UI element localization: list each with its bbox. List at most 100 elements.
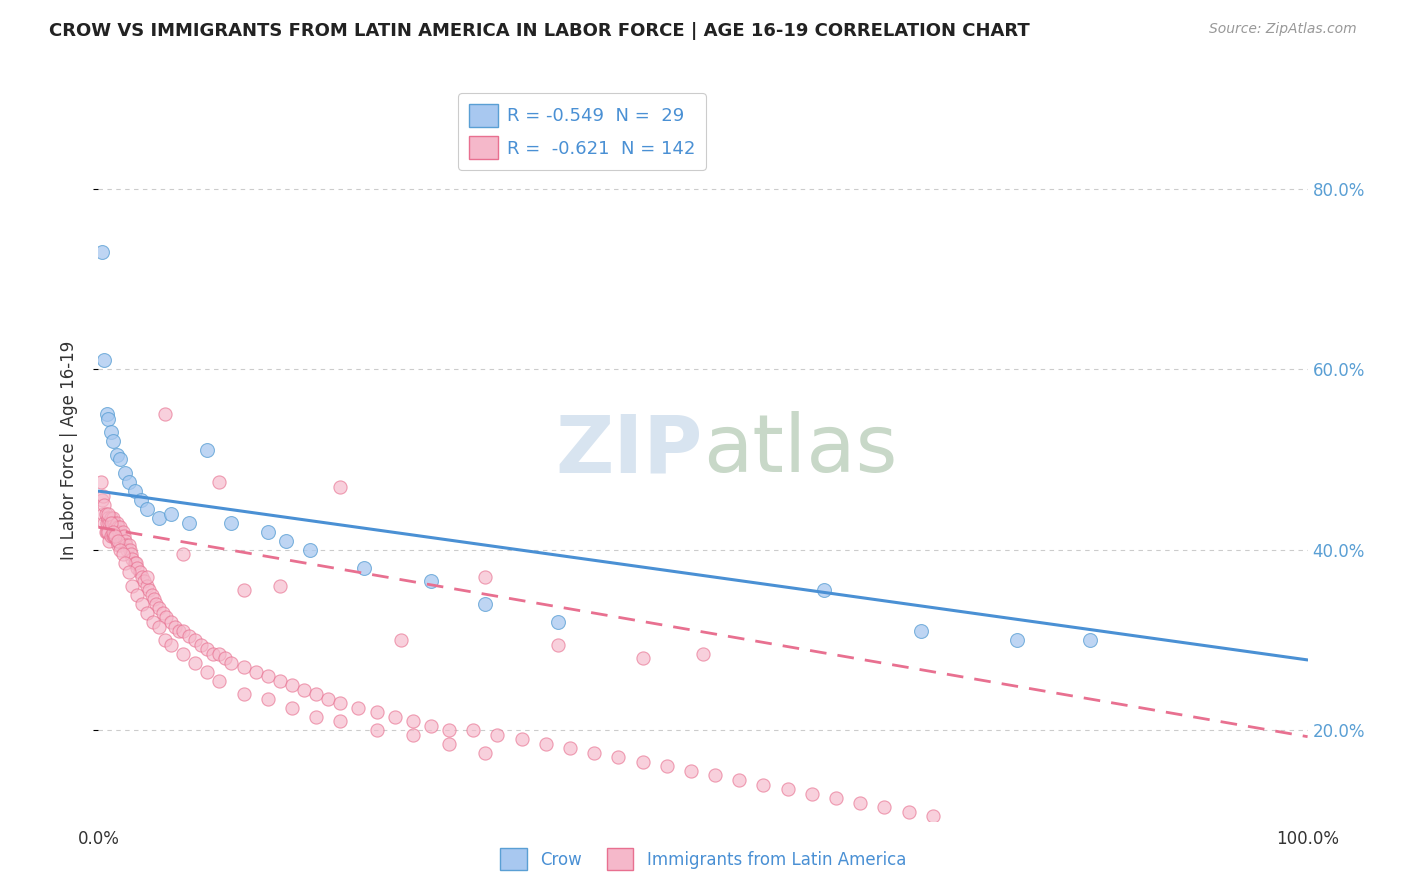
Point (897, 805, 920, 819)
Point (474, 570, 496, 584)
Point (607, 750, 630, 764)
Text: ZIP: ZIP (555, 411, 703, 490)
Point (692, 647, 714, 661)
Point (256, 691, 278, 706)
Point (208, 673, 231, 688)
Point (160, 615, 183, 629)
Point (118, 475, 141, 489)
Point (131, 570, 153, 584)
Point (232, 687, 254, 701)
Point (232, 583, 254, 598)
Point (134, 574, 156, 589)
Point (281, 678, 304, 692)
Point (107, 533, 129, 548)
Point (583, 746, 606, 760)
Point (474, 746, 496, 760)
Point (169, 624, 191, 638)
Point (118, 538, 141, 552)
Legend: Crow, Immigrants from Latin America: Crow, Immigrants from Latin America (494, 842, 912, 877)
Point (179, 516, 201, 530)
Point (292, 682, 315, 697)
Point (121, 551, 143, 566)
Point (366, 706, 388, 720)
Point (111, 524, 134, 539)
Point (245, 665, 267, 679)
Point (437, 737, 460, 751)
Point (172, 624, 194, 638)
Point (208, 475, 231, 489)
Point (101, 529, 124, 543)
Point (94, 507, 117, 521)
Point (112, 529, 135, 543)
Point (97, 511, 120, 525)
Point (97, 507, 120, 521)
Point (221, 516, 243, 530)
Point (96, 408, 118, 422)
Point (389, 633, 412, 648)
Point (299, 542, 322, 557)
Point (127, 561, 149, 575)
Point (131, 597, 153, 611)
Point (256, 524, 278, 539)
Point (135, 502, 157, 516)
Point (329, 479, 352, 493)
Point (800, 787, 823, 801)
Legend: R = -0.549  N =  29, R =  -0.621  N = 142: R = -0.549 N = 29, R = -0.621 N = 142 (458, 93, 706, 170)
Point (384, 710, 406, 724)
Point (148, 601, 170, 615)
Point (101, 511, 124, 525)
Point (281, 700, 304, 714)
Point (160, 638, 183, 652)
Point (91, 244, 114, 259)
Point (94, 524, 117, 539)
Point (148, 619, 170, 633)
Point (107, 520, 129, 534)
Point (100, 511, 122, 525)
Point (100, 425, 122, 440)
Point (115, 538, 138, 552)
Point (910, 624, 932, 638)
Point (679, 764, 702, 778)
Point (195, 443, 218, 458)
Point (813, 583, 835, 598)
Y-axis label: In Labor Force | Age 16-19: In Labor Force | Age 16-19 (59, 341, 77, 560)
Point (873, 800, 896, 814)
Point (125, 557, 148, 571)
Point (184, 656, 207, 670)
Point (108, 452, 131, 467)
Point (655, 759, 678, 773)
Point (202, 647, 225, 661)
Point (437, 723, 460, 738)
Point (93, 516, 115, 530)
Point (420, 719, 443, 733)
Point (558, 741, 581, 756)
Point (329, 714, 352, 729)
Point (704, 768, 727, 782)
Point (108, 542, 131, 557)
Point (96, 524, 118, 539)
Point (153, 633, 176, 648)
Text: Source: ZipAtlas.com: Source: ZipAtlas.com (1209, 22, 1357, 37)
Point (91, 507, 114, 521)
Point (631, 651, 654, 665)
Point (463, 723, 485, 738)
Point (121, 579, 143, 593)
Point (91, 493, 114, 508)
Point (97, 412, 120, 426)
Point (114, 533, 136, 548)
Point (184, 633, 207, 648)
Point (117, 542, 139, 557)
Point (101, 524, 124, 539)
Point (129, 493, 152, 508)
Point (104, 529, 127, 543)
Text: atlas: atlas (703, 411, 897, 490)
Point (547, 638, 569, 652)
Point (547, 615, 569, 629)
Point (329, 696, 352, 710)
Point (214, 651, 236, 665)
Point (124, 557, 146, 571)
Point (353, 561, 375, 575)
Point (179, 628, 201, 642)
Point (752, 778, 775, 792)
Point (90, 475, 112, 489)
